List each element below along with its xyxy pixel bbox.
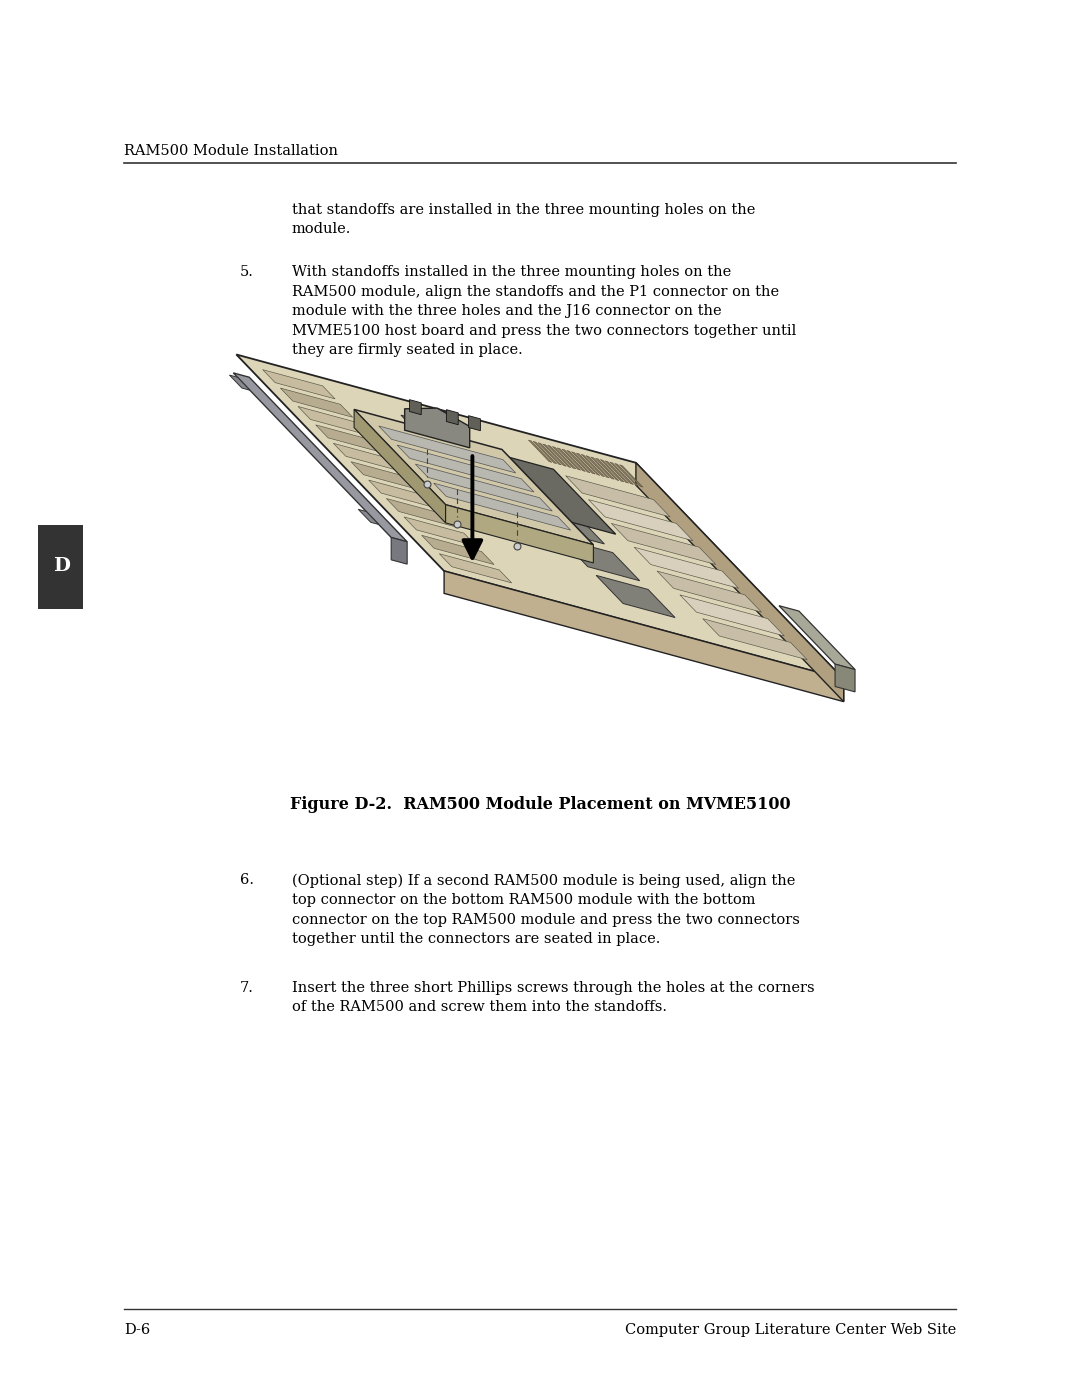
Polygon shape <box>455 471 524 513</box>
Text: that standoffs are installed in the three mounting holes on the
module.: that standoffs are installed in the thre… <box>292 203 755 236</box>
Polygon shape <box>359 510 379 524</box>
Polygon shape <box>566 476 670 517</box>
Polygon shape <box>387 499 459 528</box>
Polygon shape <box>444 571 843 701</box>
Polygon shape <box>610 462 634 485</box>
Polygon shape <box>405 408 470 448</box>
Polygon shape <box>611 524 716 564</box>
Polygon shape <box>585 455 609 478</box>
Polygon shape <box>600 460 624 482</box>
Polygon shape <box>229 374 249 390</box>
Polygon shape <box>440 553 512 583</box>
Polygon shape <box>538 443 562 465</box>
Polygon shape <box>416 464 552 511</box>
Text: RAM500 Module Installation: RAM500 Module Installation <box>124 144 338 158</box>
Polygon shape <box>636 462 843 701</box>
Polygon shape <box>557 448 581 471</box>
Polygon shape <box>368 481 441 510</box>
Polygon shape <box>589 500 693 541</box>
Polygon shape <box>262 370 335 400</box>
Polygon shape <box>446 409 458 425</box>
Polygon shape <box>657 571 761 612</box>
Polygon shape <box>562 448 585 472</box>
Polygon shape <box>596 576 675 617</box>
Polygon shape <box>680 595 784 636</box>
Polygon shape <box>298 407 370 436</box>
Polygon shape <box>526 502 605 543</box>
Polygon shape <box>571 451 595 474</box>
Polygon shape <box>391 538 407 564</box>
Polygon shape <box>634 548 739 588</box>
Text: D-6: D-6 <box>124 1323 150 1337</box>
Text: Computer Group Literature Center Web Site: Computer Group Literature Center Web Sit… <box>624 1323 956 1337</box>
Polygon shape <box>552 447 576 469</box>
Polygon shape <box>334 443 406 472</box>
FancyBboxPatch shape <box>38 525 83 609</box>
Polygon shape <box>421 535 494 564</box>
Polygon shape <box>620 465 643 488</box>
Polygon shape <box>528 440 552 462</box>
Text: With standoffs installed in the three mounting holes on the
RAM500 module, align: With standoffs installed in the three mo… <box>292 265 796 358</box>
Text: (Optional step) If a second RAM500 module is being used, align the
top connector: (Optional step) If a second RAM500 modul… <box>292 873 799 946</box>
Text: 6.: 6. <box>240 873 254 887</box>
Polygon shape <box>703 619 807 659</box>
Polygon shape <box>488 462 567 504</box>
Polygon shape <box>397 446 534 492</box>
Text: 5.: 5. <box>240 265 254 279</box>
Text: Insert the three short Phillips screws through the holes at the corners
of the R: Insert the three short Phillips screws t… <box>292 981 814 1014</box>
Polygon shape <box>591 457 615 479</box>
Polygon shape <box>581 454 605 476</box>
Text: D: D <box>53 557 70 574</box>
Polygon shape <box>779 606 855 669</box>
Polygon shape <box>469 416 481 430</box>
Polygon shape <box>615 464 638 486</box>
Polygon shape <box>433 483 570 529</box>
Polygon shape <box>835 664 855 692</box>
Polygon shape <box>315 425 388 454</box>
Polygon shape <box>426 441 487 474</box>
Polygon shape <box>354 409 446 522</box>
Polygon shape <box>409 400 421 415</box>
Polygon shape <box>505 457 616 534</box>
Polygon shape <box>281 388 353 418</box>
Polygon shape <box>561 538 639 581</box>
Polygon shape <box>534 441 556 464</box>
Polygon shape <box>605 461 629 483</box>
Text: 7.: 7. <box>240 981 254 995</box>
Polygon shape <box>595 458 619 481</box>
Polygon shape <box>548 446 571 468</box>
Polygon shape <box>237 355 843 679</box>
Polygon shape <box>446 504 593 563</box>
Polygon shape <box>543 444 566 467</box>
Polygon shape <box>351 461 423 490</box>
Polygon shape <box>354 409 593 545</box>
Polygon shape <box>379 426 516 474</box>
Polygon shape <box>401 415 458 443</box>
Polygon shape <box>404 517 476 546</box>
Polygon shape <box>577 453 599 475</box>
Polygon shape <box>567 450 591 472</box>
Text: Figure D-2.  RAM500 Module Placement on MVME5100: Figure D-2. RAM500 Module Placement on M… <box>289 796 791 813</box>
Polygon shape <box>233 373 407 542</box>
